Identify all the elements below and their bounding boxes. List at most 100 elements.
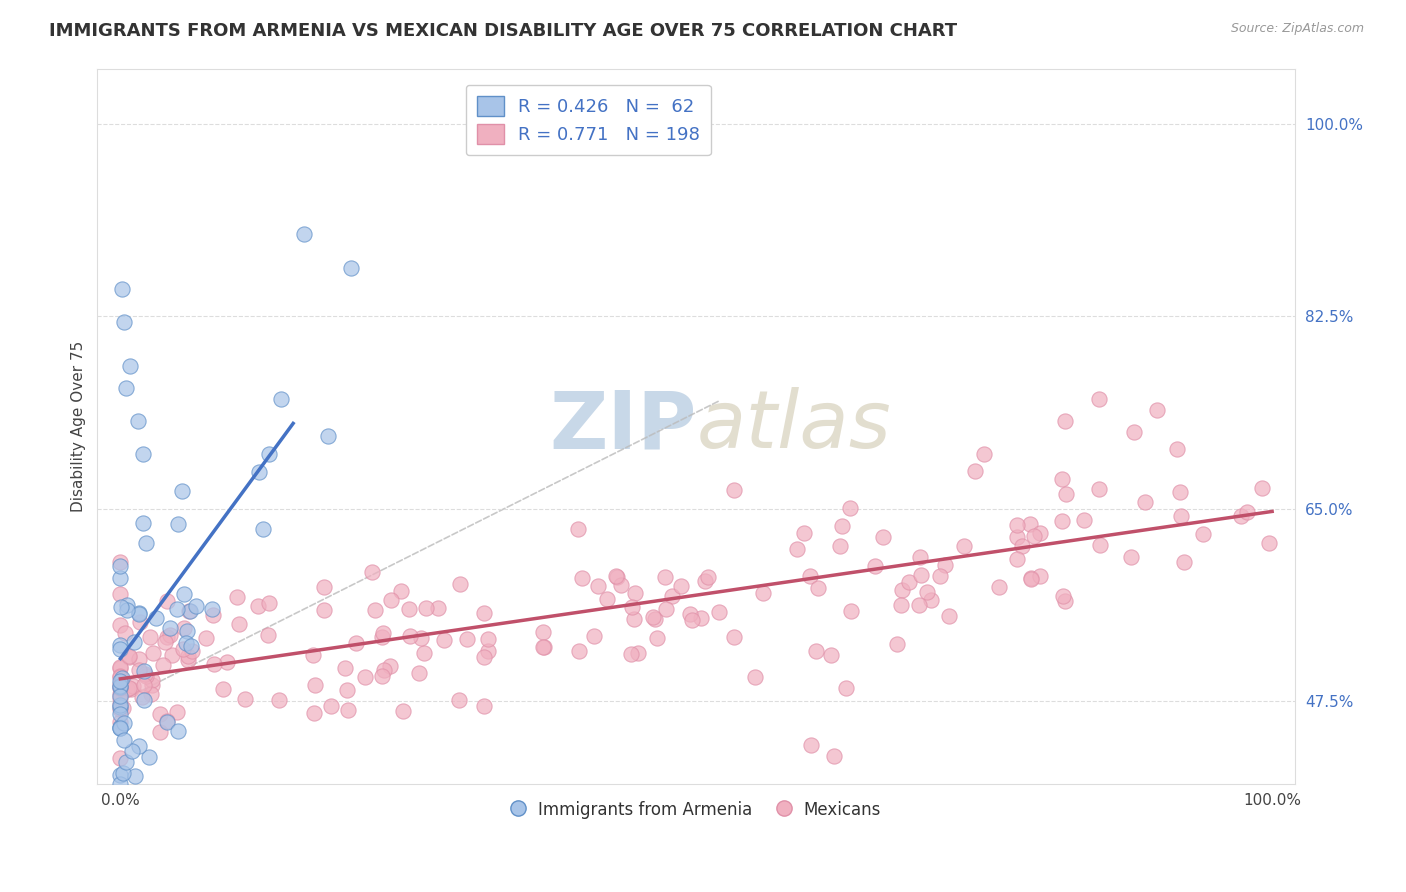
Point xyxy=(134,666,156,681)
Point xyxy=(373,664,395,678)
Point xyxy=(1088,483,1111,497)
Point xyxy=(800,738,823,752)
Point xyxy=(623,612,645,626)
Point xyxy=(963,465,986,479)
Point xyxy=(336,703,359,717)
Point xyxy=(872,530,894,544)
Point xyxy=(202,657,225,672)
Point xyxy=(201,601,224,615)
Point xyxy=(304,678,326,692)
Point xyxy=(1230,508,1253,523)
Point xyxy=(179,604,201,618)
Point xyxy=(110,641,132,656)
Point xyxy=(110,686,132,700)
Point xyxy=(1050,515,1073,529)
Point xyxy=(533,640,555,655)
Point xyxy=(110,587,132,601)
Point xyxy=(292,227,315,241)
Point xyxy=(114,625,136,640)
Point xyxy=(110,721,132,735)
Point xyxy=(1054,487,1077,501)
Point xyxy=(252,522,274,536)
Point xyxy=(194,631,217,645)
Point xyxy=(333,661,356,675)
Point xyxy=(110,558,132,573)
Point xyxy=(134,678,156,692)
Point xyxy=(1028,569,1050,583)
Point xyxy=(1019,573,1042,587)
Point xyxy=(159,628,181,642)
Point xyxy=(141,673,163,687)
Point xyxy=(167,517,190,532)
Point xyxy=(269,693,291,707)
Point xyxy=(152,658,174,673)
Point xyxy=(952,540,974,554)
Point xyxy=(583,629,606,643)
Point xyxy=(1191,527,1213,541)
Point xyxy=(257,596,280,610)
Point xyxy=(233,692,256,706)
Point xyxy=(112,732,135,747)
Point xyxy=(141,678,163,692)
Point xyxy=(1053,414,1076,428)
Point xyxy=(110,721,132,735)
Point xyxy=(128,607,150,622)
Point xyxy=(408,665,430,680)
Point xyxy=(886,636,908,650)
Point xyxy=(111,671,134,685)
Point xyxy=(121,679,143,693)
Point xyxy=(1236,506,1258,520)
Point xyxy=(344,636,367,650)
Point xyxy=(917,585,939,599)
Point xyxy=(145,610,167,624)
Point xyxy=(135,536,157,550)
Point xyxy=(247,466,270,480)
Point xyxy=(110,689,132,703)
Point xyxy=(128,615,150,630)
Point xyxy=(449,577,471,591)
Point xyxy=(477,632,499,647)
Point xyxy=(1088,392,1111,406)
Point xyxy=(908,598,931,612)
Legend: Immigrants from Armenia, Mexicans: Immigrants from Armenia, Mexicans xyxy=(505,794,889,825)
Point xyxy=(110,777,132,791)
Point xyxy=(172,642,194,657)
Point xyxy=(1166,442,1188,456)
Point xyxy=(172,484,194,499)
Point xyxy=(427,601,450,615)
Point xyxy=(149,725,172,739)
Point xyxy=(110,699,132,714)
Point xyxy=(1005,530,1028,544)
Point xyxy=(149,706,172,721)
Point xyxy=(118,359,141,373)
Point xyxy=(141,687,163,701)
Point xyxy=(433,632,456,647)
Point xyxy=(155,714,177,728)
Point xyxy=(831,519,853,533)
Point xyxy=(839,604,862,618)
Point xyxy=(371,669,394,683)
Point xyxy=(211,681,233,696)
Point xyxy=(110,768,132,782)
Text: Source: ZipAtlas.com: Source: ZipAtlas.com xyxy=(1230,22,1364,36)
Point xyxy=(596,591,619,606)
Point xyxy=(696,569,718,583)
Point xyxy=(834,681,856,696)
Point xyxy=(839,500,862,515)
Point xyxy=(139,631,162,645)
Point xyxy=(1024,529,1046,543)
Point xyxy=(110,706,132,721)
Point xyxy=(257,447,280,461)
Point xyxy=(644,612,666,626)
Point xyxy=(122,634,145,648)
Point xyxy=(1251,481,1274,495)
Text: ZIP: ZIP xyxy=(548,387,696,465)
Point xyxy=(110,698,132,713)
Point xyxy=(156,715,179,730)
Point xyxy=(120,681,142,696)
Point xyxy=(110,681,132,696)
Point xyxy=(824,749,846,764)
Point xyxy=(392,704,415,718)
Point xyxy=(380,593,402,607)
Point xyxy=(166,602,188,616)
